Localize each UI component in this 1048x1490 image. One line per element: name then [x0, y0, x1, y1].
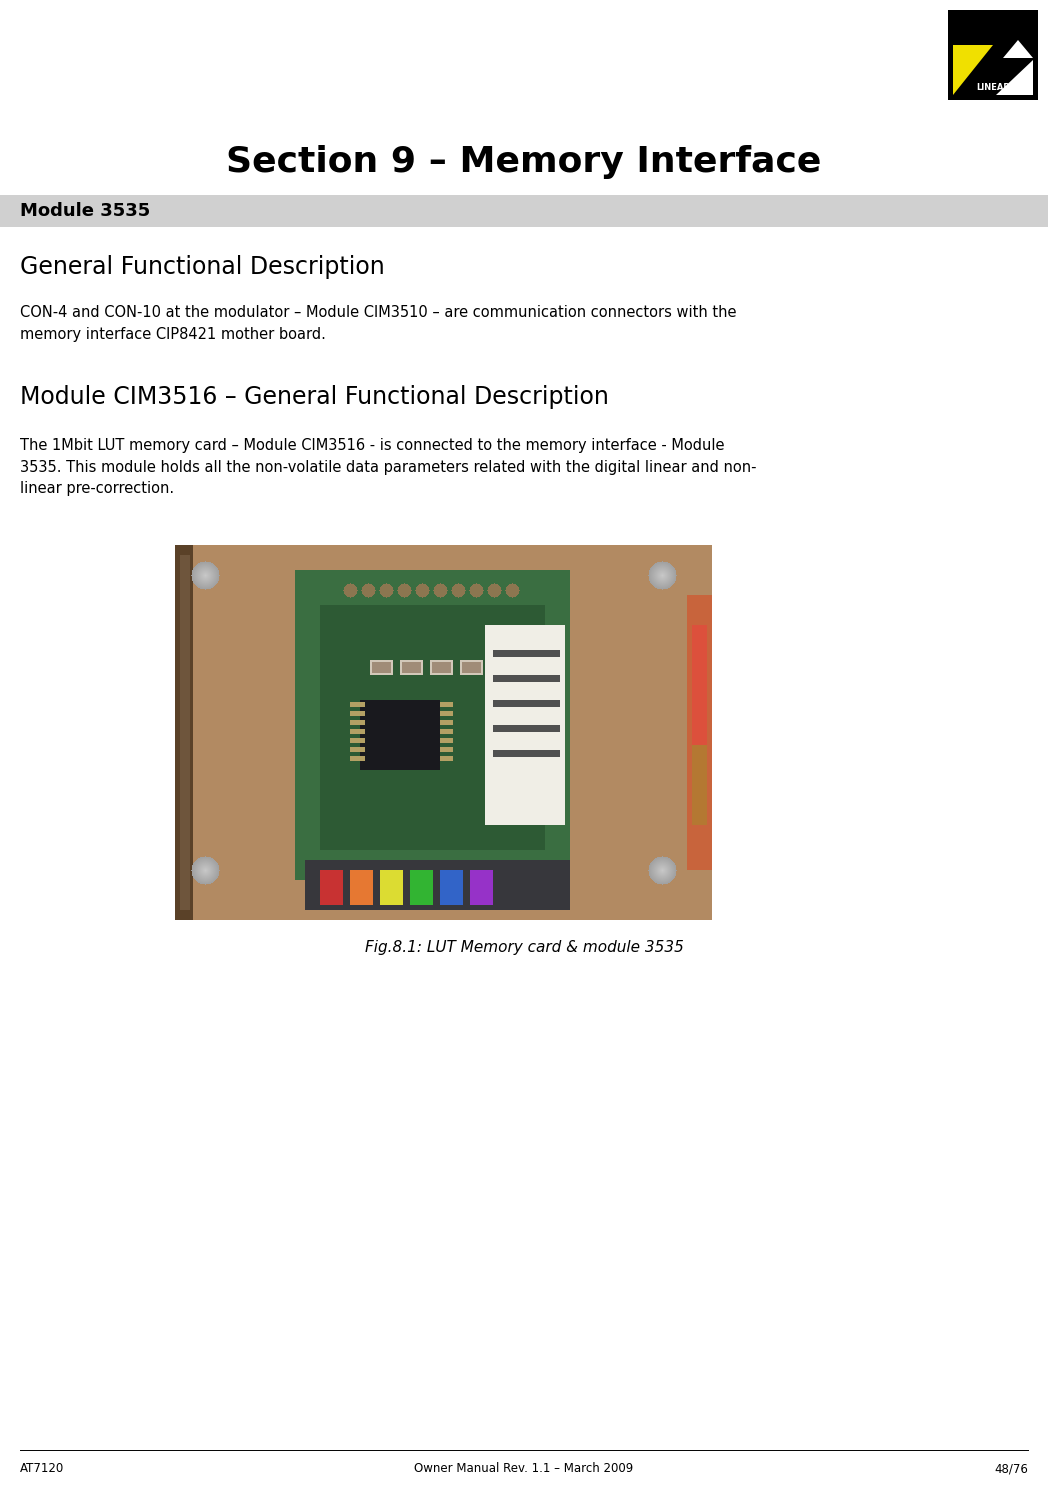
Text: General Functional Description: General Functional Description	[20, 255, 385, 279]
Text: LINEAR: LINEAR	[976, 83, 1010, 92]
Bar	[948, 10, 1038, 100]
Bar	[0, 195, 1048, 226]
Text: Owner Manual Rev. 1.1 – March 2009: Owner Manual Rev. 1.1 – March 2009	[414, 1462, 634, 1475]
Bar	[948, 10, 1038, 100]
Polygon shape	[1003, 40, 1033, 58]
Text: Fig.8.1: LUT Memory card & module 3535: Fig.8.1: LUT Memory card & module 3535	[365, 940, 683, 955]
Text: 48/76: 48/76	[995, 1462, 1028, 1475]
Text: CON-4 and CON-10 at the modulator – Module CIM3510 – are communication connector: CON-4 and CON-10 at the modulator – Modu…	[20, 305, 737, 341]
Polygon shape	[996, 60, 1033, 95]
Bar	[948, 10, 1038, 100]
Polygon shape	[948, 10, 1038, 100]
Text: Module CIM3516 – General Functional Description: Module CIM3516 – General Functional Desc…	[20, 384, 609, 408]
Text: Section 9 – Memory Interface: Section 9 – Memory Interface	[226, 145, 822, 179]
Text: Module 3535: Module 3535	[20, 203, 150, 221]
Polygon shape	[953, 45, 994, 95]
Text: AT7120: AT7120	[20, 1462, 64, 1475]
Text: The 1Mbit LUT memory card – Module CIM3516 - is connected to the memory interfac: The 1Mbit LUT memory card – Module CIM35…	[20, 438, 757, 496]
